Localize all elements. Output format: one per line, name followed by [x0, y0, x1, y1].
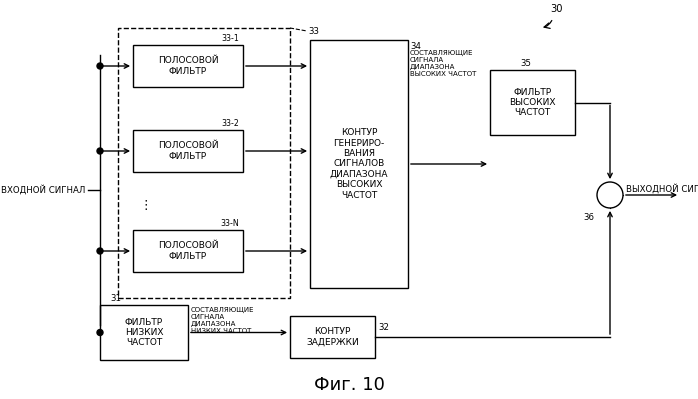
Bar	[310, 40, 408, 288]
Text: 33: 33	[308, 28, 319, 36]
Bar	[133, 230, 243, 272]
Text: ФИЛЬТР
ВЫСОКИХ
ЧАСТОТ: ФИЛЬТР ВЫСОКИХ ЧАСТОТ	[510, 88, 556, 117]
Bar	[133, 130, 243, 172]
Text: ВХОДНОЙ СИГНАЛ: ВХОДНОЙ СИГНАЛ	[1, 185, 85, 195]
Bar	[290, 316, 375, 358]
Bar	[490, 70, 575, 135]
Text: 33-1: 33-1	[221, 34, 239, 43]
Circle shape	[97, 248, 103, 254]
Text: 31: 31	[110, 294, 121, 303]
Circle shape	[97, 63, 103, 69]
Text: ФИЛЬТР
НИЗКИХ
ЧАСТОТ: ФИЛЬТР НИЗКИХ ЧАСТОТ	[125, 318, 163, 348]
Circle shape	[97, 330, 103, 336]
Text: 33-2: 33-2	[221, 119, 239, 128]
Bar	[100, 305, 188, 360]
Text: Фиг. 10: Фиг. 10	[313, 376, 385, 394]
Text: ПОЛОСОВОЙ
ФИЛЬТР: ПОЛОСОВОЙ ФИЛЬТР	[158, 241, 218, 261]
Bar	[118, 28, 290, 298]
Circle shape	[97, 148, 103, 154]
Text: КОНТУР
ГЕНЕРИРО-
ВАНИЯ
СИГНАЛОВ
ДИАПАЗОНА
ВЫСОКИХ
ЧАСТОТ: КОНТУР ГЕНЕРИРО- ВАНИЯ СИГНАЛОВ ДИАПАЗОН…	[329, 128, 388, 200]
Bar	[133, 45, 243, 87]
Text: 32: 32	[378, 323, 389, 332]
Circle shape	[597, 182, 623, 208]
Text: 35: 35	[520, 59, 531, 68]
Text: 30: 30	[550, 4, 563, 14]
Text: ВЫХОДНОЙ СИГНАЛ: ВЫХОДНОЙ СИГНАЛ	[626, 184, 698, 194]
Text: 34: 34	[410, 42, 421, 51]
Text: ПОЛОСОВОЙ
ФИЛЬТР: ПОЛОСОВОЙ ФИЛЬТР	[158, 141, 218, 161]
Text: ⋮: ⋮	[139, 198, 151, 211]
Text: ПОЛОСОВОЙ
ФИЛЬТР: ПОЛОСОВОЙ ФИЛЬТР	[158, 56, 218, 76]
Text: КОНТУР
ЗАДЕРЖКИ: КОНТУР ЗАДЕРЖКИ	[306, 327, 359, 347]
Text: 36: 36	[583, 213, 594, 222]
Text: СОСТАВЛЯЮЩИЕ
СИГНАЛА
ДИАПАЗОНА
ВЫСОКИХ ЧАСТОТ: СОСТАВЛЯЮЩИЕ СИГНАЛА ДИАПАЗОНА ВЫСОКИХ Ч…	[410, 50, 476, 77]
Text: СОСТАВЛЯЮЩИЕ
СИГНАЛА
ДИАПАЗОНА
НИЗКИХ ЧАСТОТ: СОСТАВЛЯЮЩИЕ СИГНАЛА ДИАПАЗОНА НИЗКИХ ЧА…	[191, 307, 255, 334]
Text: 33-N: 33-N	[221, 219, 239, 228]
